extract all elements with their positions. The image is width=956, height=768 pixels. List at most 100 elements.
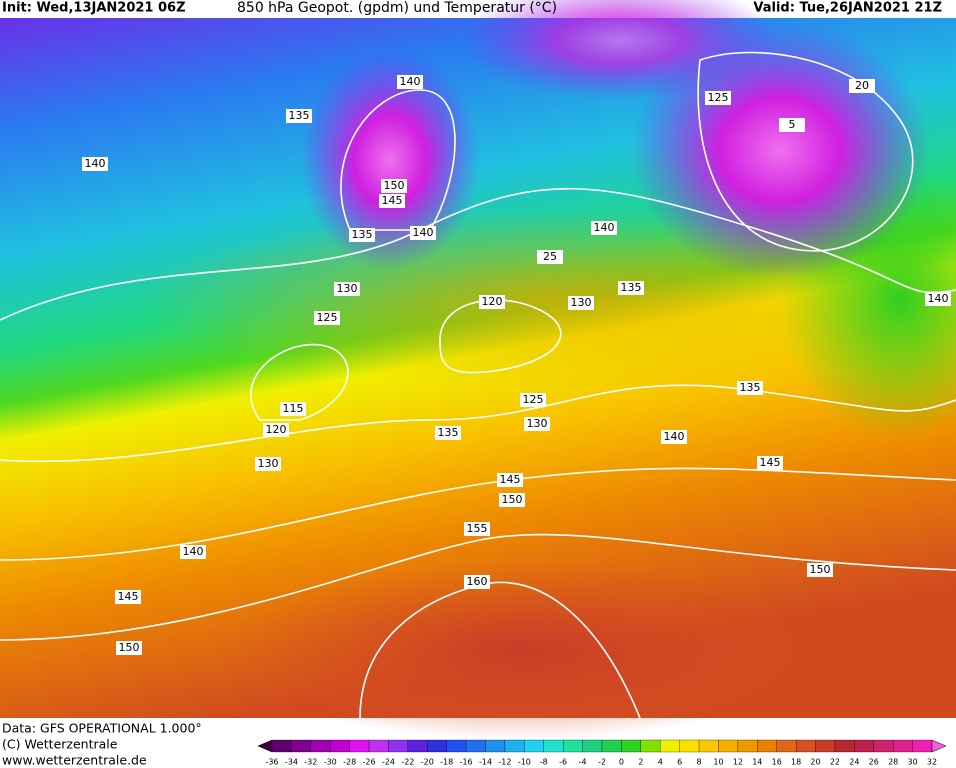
colorbar-label: 8	[697, 758, 702, 767]
colorbar-bin	[291, 739, 311, 753]
contour-label: 140	[413, 226, 434, 239]
contour-label-box	[280, 402, 306, 416]
colorbar-bin	[873, 739, 894, 753]
colorbar-label: 20	[810, 758, 820, 767]
colorbar-bin	[621, 739, 641, 753]
colorbar-bin	[446, 739, 467, 753]
map: 140 135 140 150 145 135 140 130 125 120 25 130 135 14…	[0, 0, 956, 740]
contour-label: 115	[283, 402, 304, 415]
contour-label: 130	[527, 417, 548, 430]
url: www.wetterzentrale.de	[2, 753, 147, 768]
contour-label: 150	[810, 563, 831, 576]
colorbar-bin	[407, 739, 428, 753]
colorbar-bin	[563, 739, 583, 753]
colorbar-label: 4	[658, 758, 663, 767]
valid-time: Valid: Tue,26JAN2021 21Z	[753, 1, 942, 16]
contour-label-box	[379, 194, 405, 208]
contour-label: 140	[85, 157, 106, 170]
colorbar-label: -18	[440, 758, 453, 767]
contour-label-box	[807, 563, 833, 577]
colorbar-label: 12	[733, 758, 743, 767]
colorbar-bin	[679, 739, 700, 753]
contour-label: 135	[289, 109, 310, 122]
contour-label: 145	[760, 456, 781, 469]
colorbar-arrow	[257, 739, 273, 753]
colorbar-label: 18	[791, 758, 801, 767]
map-title: 850 hPa Geopot. (gpdm) und Temperatur (°…	[237, 0, 557, 16]
colorbar-label: -16	[460, 758, 473, 767]
colorbar-arrow	[931, 739, 947, 753]
colorbar-bin	[660, 739, 680, 753]
colorbar-label: -36	[265, 758, 278, 767]
colorbar-label: 22	[830, 758, 840, 767]
colorbar-label: -20	[421, 758, 434, 767]
contour-labels: 140 135 140 150 145 135 140 130 125 120 25 130 135 14…	[82, 75, 951, 655]
colorbar-label: 6	[677, 758, 682, 767]
colorbar-bin	[640, 739, 661, 753]
contour-label-box	[381, 179, 407, 193]
colorbar-bin	[582, 739, 603, 753]
contour-label-box	[737, 381, 763, 395]
contour	[0, 187, 956, 321]
contour-label-box	[314, 311, 340, 325]
cold-core	[460, 0, 780, 100]
contour-label-box	[255, 457, 281, 471]
colorbar-label: -34	[285, 758, 298, 767]
colorbar-bin	[543, 739, 564, 753]
contour-label-box	[82, 157, 108, 171]
colorbar-label: 28	[888, 758, 898, 767]
contour-label-box	[520, 393, 546, 407]
contour-label-box	[591, 221, 617, 235]
colorbar-label: -22	[401, 758, 414, 767]
contour-label: 120	[266, 423, 287, 436]
contour-label-box	[116, 641, 142, 655]
contour-label: 150	[119, 641, 140, 654]
colorbar-label: -24	[382, 758, 395, 767]
colorbar-bin	[854, 739, 874, 753]
colorbar-label: 0	[619, 758, 624, 767]
hot-area	[220, 560, 820, 740]
contour-label-box	[435, 426, 461, 440]
contour-label: 150	[502, 493, 523, 506]
colorbar-label: -8	[540, 758, 548, 767]
contour	[0, 533, 956, 641]
contour-label: 135	[621, 281, 642, 294]
colorbar-bin	[912, 739, 933, 753]
contour-label: 155	[467, 522, 488, 535]
contour-label: 125	[523, 393, 544, 406]
contour-label-box	[263, 423, 289, 437]
contour-label-box	[661, 430, 687, 444]
contour-label: 140	[928, 292, 949, 305]
colorbar-bin	[271, 739, 292, 753]
colorbar-label: 26	[869, 758, 879, 767]
contour-label-box	[464, 575, 490, 589]
colorbar-bin	[893, 739, 913, 753]
colorbar-bin	[310, 739, 331, 753]
colorbar-bin	[757, 739, 777, 753]
contour-label: 135	[352, 228, 373, 241]
contour-label: 135	[740, 381, 761, 394]
colorbar-bin	[485, 739, 506, 753]
colorbar-label: -10	[518, 758, 531, 767]
copyright: (C) Wetterzentrale	[2, 737, 118, 752]
colorbar-label: -28	[343, 758, 356, 767]
contour-label-box	[349, 228, 375, 242]
contour-label-box	[757, 456, 783, 470]
colorbar-bin	[504, 739, 525, 753]
contour-label: 160	[467, 575, 488, 588]
colorbar: -36 -34 -32 -30 -28 -26 -24 -22 -20 -18 -16 -14 -12-…	[257, 739, 947, 767]
contour-label: 135	[438, 426, 459, 439]
contour	[250, 343, 349, 421]
colorbar-bin	[349, 739, 370, 753]
contour-label: 5	[789, 118, 796, 131]
contour-label-box	[524, 417, 550, 431]
contour-label-box	[537, 250, 563, 264]
colorbar-label: 24	[849, 758, 859, 767]
colorbar-label: 14	[752, 758, 762, 767]
colorbar-label: -6	[559, 758, 567, 767]
contour-label-box	[180, 545, 206, 559]
contour-label: 20	[855, 79, 869, 92]
colorbar-label: -32	[304, 758, 317, 767]
contour	[340, 89, 456, 231]
contour-label: 130	[258, 457, 279, 470]
